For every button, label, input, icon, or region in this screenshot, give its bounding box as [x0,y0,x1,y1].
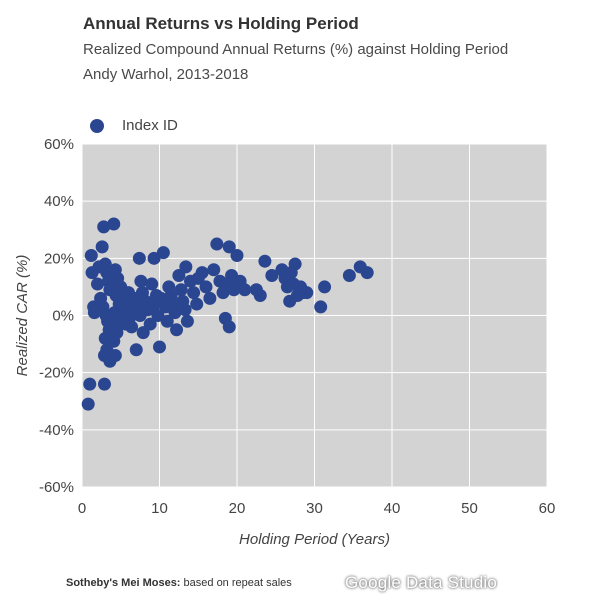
data-point[interactable] [151,309,165,322]
x-tick-label: 20 [229,500,246,517]
legend-marker [90,118,104,133]
data-point[interactable] [125,320,139,334]
legend-label: Index ID [122,117,178,134]
data-point[interactable] [95,240,109,254]
x-tick-label: 50 [461,500,478,517]
data-point[interactable] [195,266,209,280]
source-text: based on repeat sales [180,577,292,589]
data-point[interactable] [107,217,121,231]
data-points [81,217,374,411]
legend[interactable]: Index ID [90,117,178,134]
x-tick-label: 10 [151,500,168,517]
data-point[interactable] [300,286,314,300]
x-tick-label: 30 [306,500,323,517]
source-name: Sotheby's Mei Moses: [66,577,181,589]
x-tick-label: 40 [384,500,401,517]
x-tick-label: 0 [78,500,86,517]
watermark: Google Data Studio [345,573,497,592]
x-axis-label: Holding Period (Years) [239,531,390,548]
data-point[interactable] [288,257,302,271]
data-point[interactable] [97,220,111,234]
data-point[interactable] [207,263,221,277]
data-point[interactable] [342,268,356,282]
data-point[interactable] [238,283,252,297]
data-point[interactable] [147,251,161,265]
data-point[interactable] [203,291,217,305]
y-tick-label: 40% [44,193,74,210]
y-tick-label: 0% [52,308,74,325]
data-point[interactable] [318,280,332,294]
data-point[interactable] [83,377,97,391]
data-point[interactable] [91,277,104,291]
data-point[interactable] [253,288,267,302]
chart-title: Annual Returns vs Holding Period [83,14,359,33]
data-point[interactable] [168,306,182,320]
x-tick-label: 60 [539,500,556,517]
y-tick-label: 20% [44,250,74,267]
data-point[interactable] [210,237,224,251]
data-point[interactable] [97,377,111,391]
data-point[interactable] [360,266,374,280]
data-point[interactable] [265,268,279,282]
data-point[interactable] [129,343,143,357]
x-axis-ticks: 0 10 20 30 40 50 60 [78,500,556,517]
data-point[interactable] [134,274,148,288]
data-point[interactable] [230,248,244,262]
data-point[interactable] [178,303,192,317]
data-point[interactable] [179,260,193,274]
data-point[interactable] [132,251,146,265]
y-tick-label: 60% [44,136,74,153]
data-point[interactable] [222,320,236,334]
data-point[interactable] [107,334,121,348]
data-point[interactable] [174,283,188,297]
chart-subtitle-artist: Andy Warhol, 2013-2018 [83,66,249,83]
data-point[interactable] [258,254,272,268]
data-point[interactable] [160,314,174,328]
data-point[interactable] [190,297,204,311]
source-footnote: Sotheby's Mei Moses: based on repeat sal… [66,577,292,589]
data-point[interactable] [199,280,213,294]
data-point[interactable] [170,323,184,337]
data-point[interactable] [145,277,159,291]
chart-subtitle: Realized Compound Annual Returns (%) aga… [83,41,509,58]
data-point[interactable] [156,246,170,260]
data-point[interactable] [81,397,95,411]
data-point[interactable] [222,240,236,254]
data-point[interactable] [84,248,98,262]
y-tick-label: -60% [39,479,74,496]
data-point[interactable] [143,317,157,331]
data-point[interactable] [153,340,166,354]
y-tick-label: -40% [39,422,74,439]
data-point[interactable] [108,349,122,363]
data-point[interactable] [187,286,201,300]
data-point[interactable] [180,314,194,328]
y-axis-ticks: 60% 40% 20% 0% -20% -40% -60% [39,136,74,496]
y-tick-label: -20% [39,365,74,382]
data-point[interactable] [314,300,328,314]
y-axis-label: Realized CAR (%) [14,255,31,377]
